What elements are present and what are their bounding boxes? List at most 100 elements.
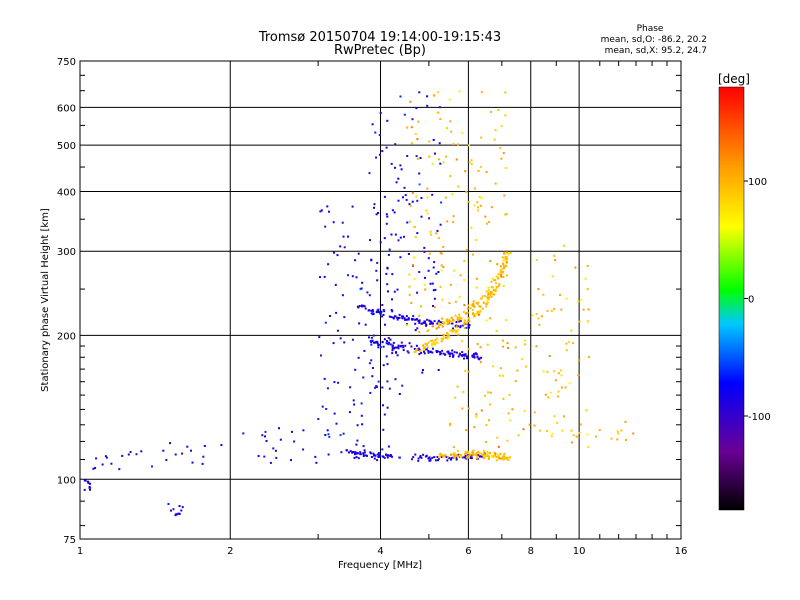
data-point — [396, 316, 399, 319]
data-point — [501, 267, 504, 270]
data-point — [471, 453, 474, 456]
data-point — [475, 277, 478, 280]
data-point — [94, 467, 97, 469]
data-point — [181, 506, 184, 509]
y-axis-label: Stationary phase Virtual Height [km] — [40, 208, 51, 392]
data-point — [544, 393, 547, 396]
data-point — [437, 271, 440, 273]
data-point — [437, 350, 439, 353]
data-point — [371, 123, 374, 126]
data-point — [479, 305, 482, 308]
data-point — [554, 259, 557, 262]
y-tick-label: 100 — [57, 475, 76, 486]
data-point — [472, 300, 475, 303]
data-point — [366, 291, 369, 294]
data-point — [382, 404, 384, 407]
data-point — [509, 251, 512, 254]
data-point — [456, 316, 459, 319]
data-point — [495, 330, 498, 332]
data-point — [381, 304, 384, 306]
data-point — [465, 312, 468, 315]
data-point — [496, 263, 499, 266]
data-point — [374, 341, 377, 344]
data-point — [561, 386, 563, 389]
data-point — [466, 311, 469, 314]
data-point — [525, 365, 528, 368]
data-point — [458, 313, 461, 316]
data-point — [354, 368, 357, 371]
data-point — [577, 300, 580, 303]
data-point — [320, 354, 322, 357]
data-point — [405, 323, 408, 326]
data-point — [470, 454, 473, 457]
data-point — [390, 233, 393, 236]
data-point — [433, 306, 436, 308]
data-point — [446, 332, 448, 334]
data-point — [362, 455, 365, 457]
data-point — [439, 454, 442, 457]
data-point — [610, 437, 613, 440]
data-point — [578, 320, 581, 323]
data-point — [387, 290, 389, 293]
data-point — [370, 309, 373, 312]
data-point — [436, 337, 439, 340]
y-tick-label: 750 — [57, 57, 76, 68]
data-point — [355, 443, 358, 446]
data-point — [491, 277, 494, 280]
data-point — [369, 452, 372, 455]
data-point — [448, 98, 451, 101]
data-point — [451, 352, 454, 355]
data-point — [586, 433, 589, 436]
data-point — [486, 301, 489, 304]
data-point — [494, 129, 497, 132]
data-point — [473, 187, 476, 190]
data-point — [378, 456, 381, 458]
data-point — [459, 318, 461, 321]
data-point — [396, 354, 399, 357]
data-point — [426, 346, 429, 349]
data-point — [416, 157, 419, 160]
data-point — [388, 387, 391, 390]
data-point — [135, 453, 138, 456]
data-point — [358, 305, 361, 307]
data-point — [461, 456, 464, 459]
data-point — [425, 344, 428, 346]
data-point — [439, 162, 442, 165]
data-point — [507, 457, 510, 460]
data-point — [484, 455, 487, 458]
data-point — [551, 432, 554, 435]
data-point — [364, 454, 367, 457]
data-point — [369, 340, 372, 342]
grid-lines — [80, 61, 681, 539]
data-point — [553, 307, 556, 310]
data-point — [479, 204, 482, 207]
data-point — [442, 352, 445, 355]
data-point — [432, 139, 435, 141]
data-point — [455, 351, 458, 354]
data-point — [500, 275, 503, 278]
data-point — [488, 296, 491, 299]
data-point — [497, 445, 500, 448]
data-point — [464, 452, 467, 455]
data-point — [476, 455, 479, 458]
data-point — [489, 292, 492, 294]
data-point — [333, 251, 335, 254]
data-point — [385, 222, 388, 225]
data-point — [505, 274, 508, 277]
data-point — [482, 455, 485, 458]
data-point — [427, 351, 430, 354]
data-point — [414, 236, 417, 239]
data-point — [328, 436, 331, 438]
data-point — [586, 320, 589, 323]
data-point — [447, 321, 449, 324]
data-point — [560, 308, 563, 311]
data-point — [439, 351, 442, 353]
data-point — [110, 462, 113, 465]
data-point — [449, 175, 452, 178]
y-tick-label: 500 — [57, 141, 76, 152]
data-point — [386, 456, 389, 459]
data-point — [452, 319, 455, 322]
data-point — [446, 318, 449, 321]
data-point — [540, 315, 543, 318]
data-point — [414, 329, 417, 332]
